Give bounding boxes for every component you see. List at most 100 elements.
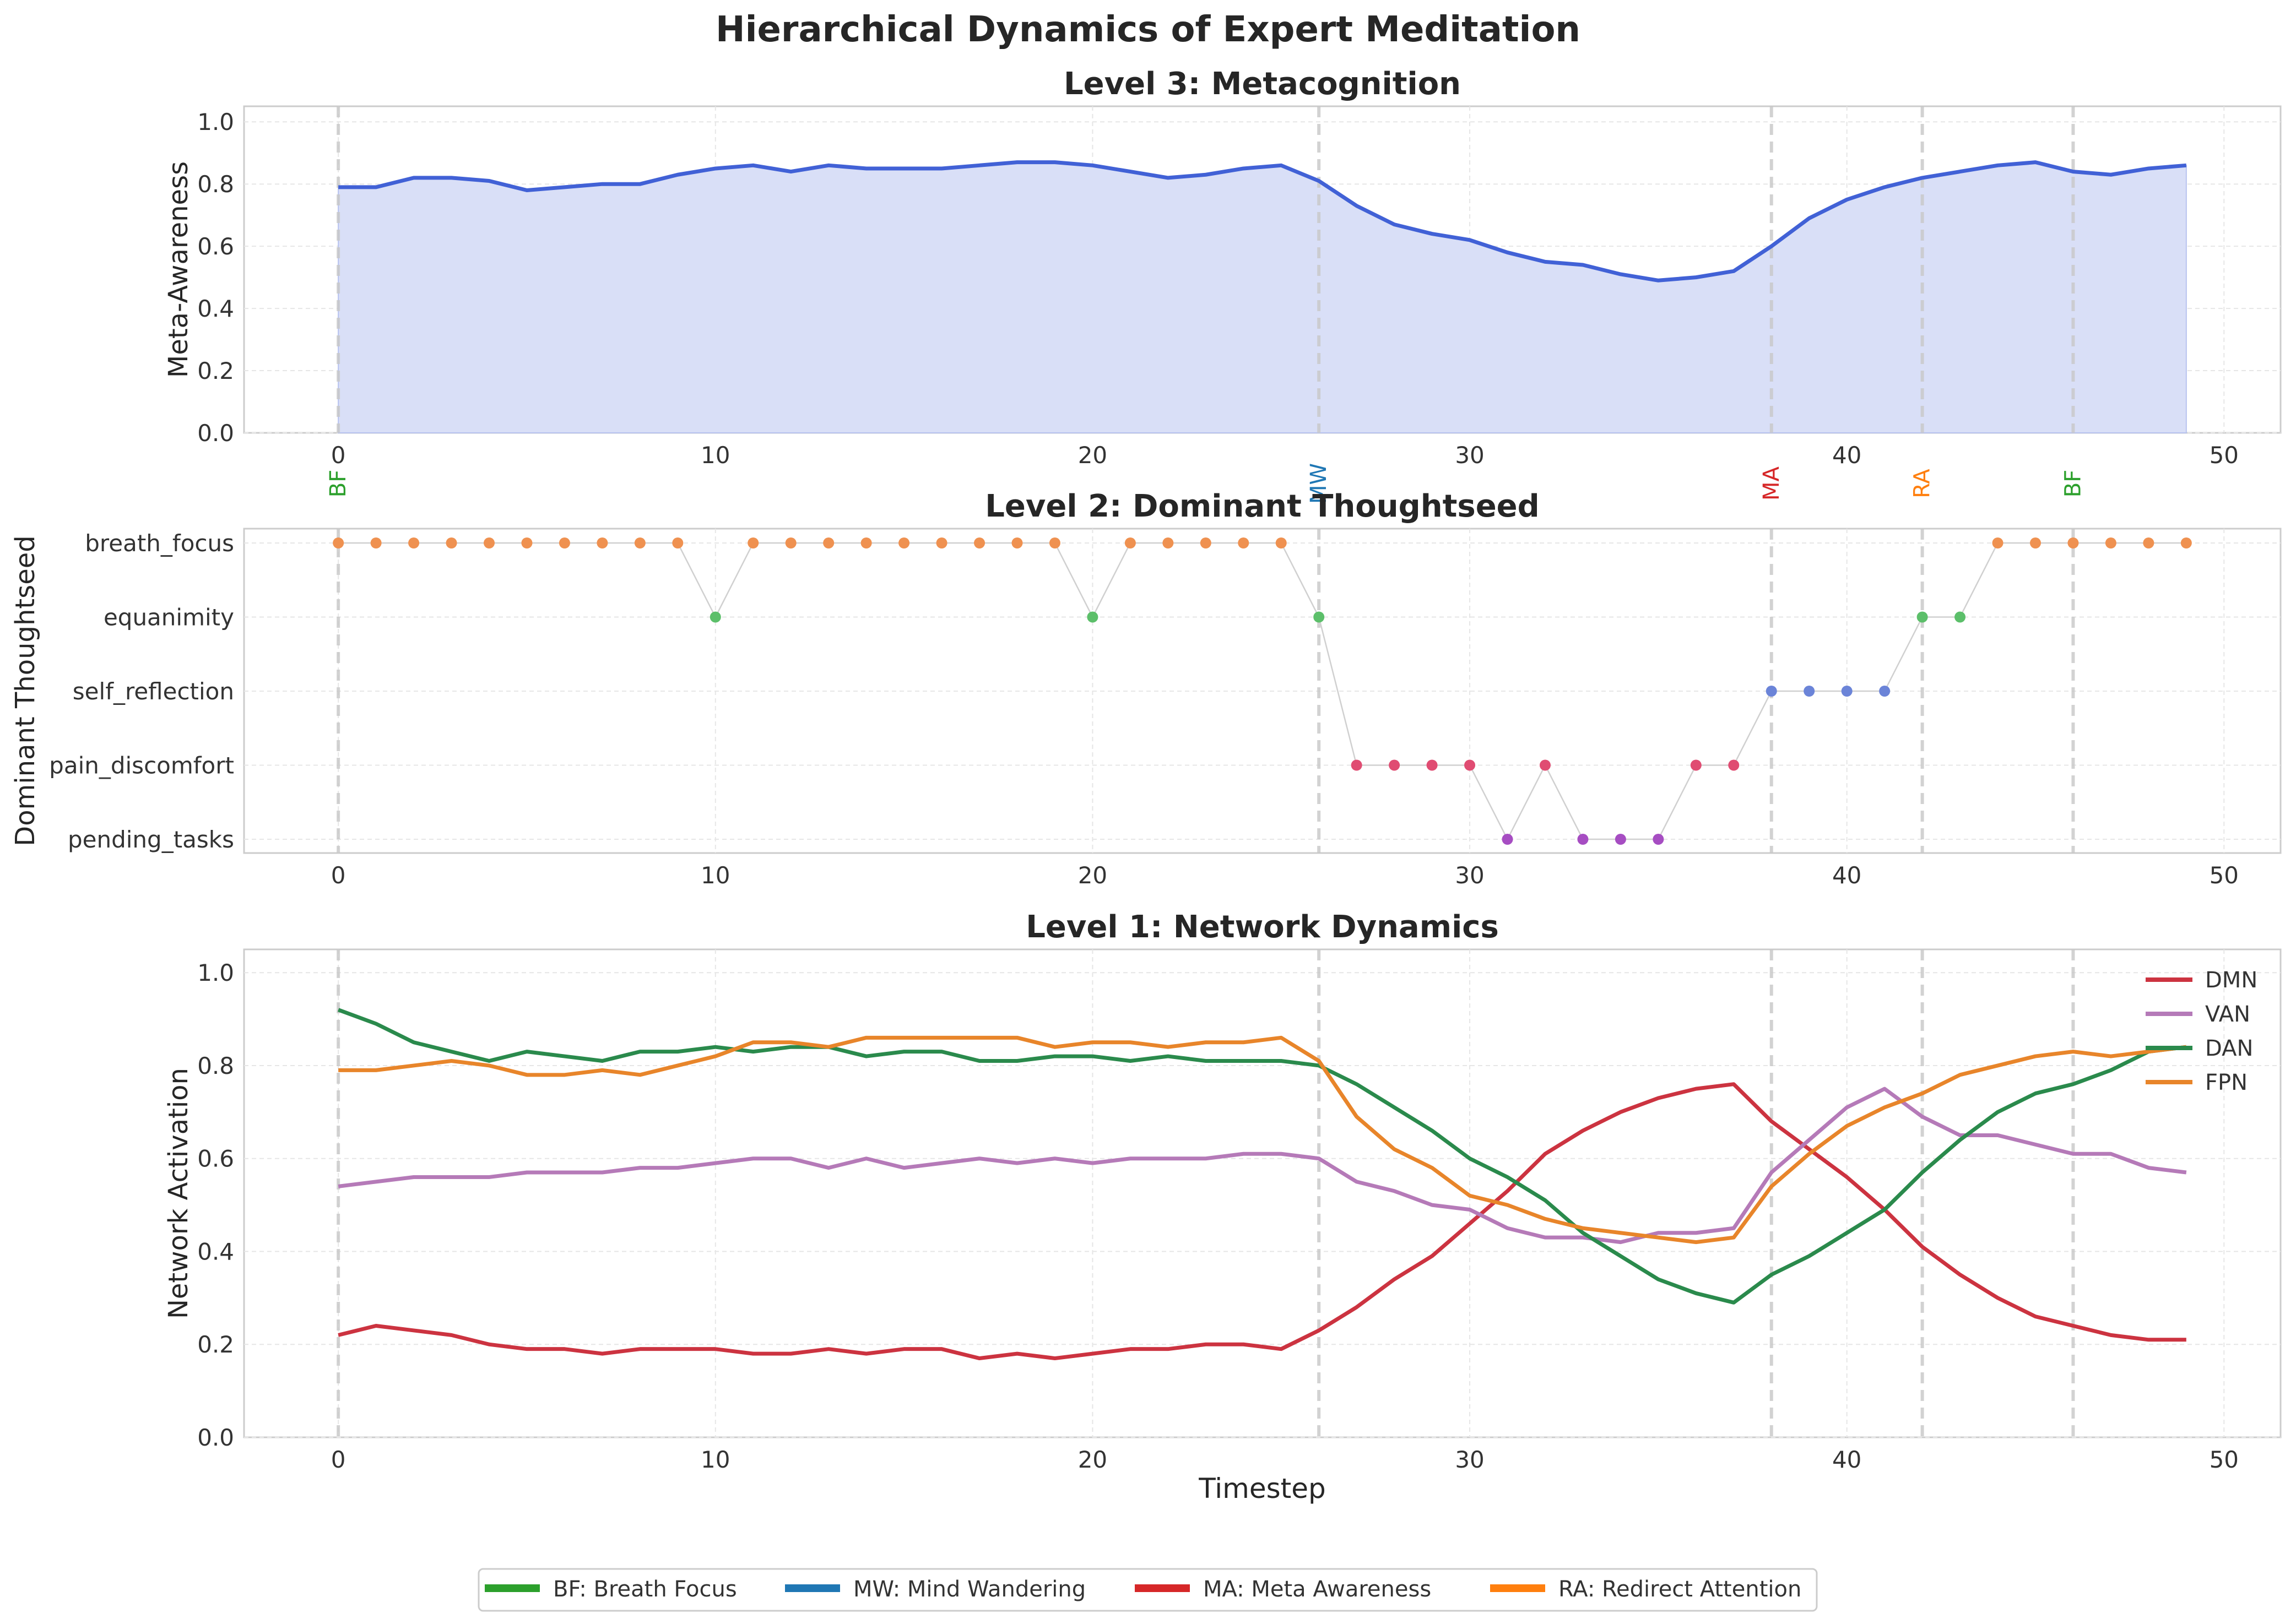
thoughtseed-point-pain-discomfort [1464,759,1476,771]
y-tick-label: equanimity [104,604,234,631]
y-axis-label: Network Activation [163,1068,194,1319]
thoughtseed-point-breath-focus [2180,537,2192,548]
x-tick-label: 30 [1455,1446,1484,1473]
thoughtseed-point-breath-focus [898,537,910,548]
x-tick-label: 0 [331,1446,346,1473]
thoughtseed-point-breath-focus [1200,537,1211,548]
y-tick-label: breath_focus [85,530,234,557]
thoughtseed-point-breath-focus [1275,537,1287,548]
thoughtseed-point-pending-tasks [1577,834,1589,845]
x-tick-label: 30 [1455,862,1484,889]
y-tick-label: 0.8 [197,1052,234,1079]
thoughtseed-point-breath-focus [974,537,985,548]
y-axis-label: Meta-Awareness [163,161,194,378]
thoughtseed-point-pain-discomfort [1539,759,1551,771]
x-tick-label: 10 [701,442,730,469]
thoughtseed-point-self-reflection [1766,686,1777,697]
x-tick-label: 20 [1078,1446,1107,1473]
y-tick-label: 1.0 [197,959,234,986]
thoughtseed-point-pending-tasks [1653,834,1664,845]
thoughtseed-point-breath-focus [785,537,797,548]
state-legend-label-ra: RA: Redirect Attention [1558,1577,1801,1602]
y-tick-label: pain_discomfort [49,752,234,779]
thoughtseed-point-breath-focus [1992,537,2003,548]
panel-title: Level 3: Metacognition [1064,66,1461,102]
x-axis-label: Timestep [1198,1473,1326,1504]
panel-title: Level 1: Network Dynamics [1026,909,1499,945]
thoughtseed-point-breath-focus [484,537,495,548]
y-tick-label: 0.0 [197,420,234,447]
thoughtseed-point-equanimity [1954,611,1966,623]
series-line-van [338,1087,2187,1245]
panel-network-dynamics: 0 10 20 30 40 50 0.0 0.2 0.4 0.6 0.8 1.0 Level 1: Ne… [163,909,2282,1504]
series-line-fpn [338,1035,2187,1245]
thoughtseed-point-breath-focus [370,537,382,548]
series-line-dmn [338,1082,2186,1361]
thoughtseed-point-breath-focus [1049,537,1060,548]
thoughtseed-point-equanimity [1916,611,1928,623]
x-tick-label: 20 [1078,862,1107,889]
x-tick-label: 40 [1832,862,1861,889]
thoughtseed-point-breath-focus [1238,537,1249,548]
y-tick-label: 1.0 [197,108,234,135]
thoughtseed-point-breath-focus [333,537,344,548]
thoughtseed-point-self-reflection [1841,686,1853,697]
figure-title: Hierarchical Dynamics of Expert Meditati… [716,9,1580,50]
thoughtseed-point-breath-focus [748,537,759,548]
meta-awareness-line [338,160,2187,283]
thoughtseed-point-pain-discomfort [1728,759,1740,771]
state-legend-label-ma: MA: Meta Awareness [1203,1577,1431,1602]
thoughtseed-point-breath-focus [634,537,646,548]
thoughtseed-point-breath-focus [1124,537,1136,548]
thoughtseed-point-self-reflection [1879,686,1891,697]
x-tick-label: 10 [701,862,730,889]
thoughtseed-point-pain-discomfort [1351,759,1362,771]
series-line-dan [337,1008,2187,1305]
transition-label-ra: RA [1910,469,1935,498]
thoughtseed-point-equanimity [1087,611,1098,623]
x-tick-label: 30 [1455,442,1484,469]
x-tick-label: 50 [2210,1446,2239,1473]
y-tick-label: 0.0 [197,1424,234,1451]
thoughtseed-point-pain-discomfort [1389,759,1400,771]
transition-label-mw: MW [1306,463,1331,504]
state-legend-label-bf: BF: Breath Focus [553,1577,737,1602]
thoughtseed-point-pending-tasks [1615,834,1626,845]
y-tick-label: self_reflection [73,678,234,705]
panel-dominant-thoughtseed: 0 10 20 30 40 50 breath_focus equanimity self_re… [10,488,2282,889]
legend-label-dmn: DMN [2205,968,2257,993]
x-tick-label: 0 [331,442,346,469]
thoughtseed-point-breath-focus [2143,537,2154,548]
x-tick-label: 50 [2210,442,2239,469]
y-tick-label: 0.4 [197,295,234,322]
thoughtseed-point-breath-focus [446,537,457,548]
y-axis-label: Dominant Thoughtseed [10,535,41,846]
x-tick-label: 20 [1078,442,1107,469]
thoughtseed-point-breath-focus [936,537,947,548]
thoughtseed-point-breath-focus [597,537,608,548]
legend-label-fpn: FPN [2205,1070,2248,1095]
thoughtseed-point-breath-focus [1162,537,1174,548]
thoughtseed-point-breath-focus [860,537,872,548]
x-tick-label: 10 [701,1446,730,1473]
x-tick-label: 50 [2210,862,2239,889]
thoughtseed-point-equanimity [1313,611,1325,623]
x-tick-label: 0 [331,862,346,889]
thoughtseed-point-self-reflection [1804,686,1815,697]
thoughtseed-point-pain-discomfort [1426,759,1438,771]
network-legend: DMN VAN DAN FPN [2146,968,2257,1095]
thoughtseed-point-breath-focus [559,537,570,548]
thoughtseed-point-pain-discomfort [1690,759,1702,771]
y-tick-label: 0.8 [197,171,234,198]
thoughtseed-point-breath-focus [1011,537,1023,548]
transition-label-bf: BF [2060,470,2086,497]
transition-label-ma: MA [1759,466,1784,501]
state-legend: BF: Breath Focus MW: Mind Wandering MA: Me… [478,1568,1818,1612]
thoughtseed-point-breath-focus [672,537,684,548]
thoughtseed-point-breath-focus [823,537,835,548]
thoughtseed-point-breath-focus [2067,537,2079,548]
panel-title: Level 2: Dominant Thoughtseed [985,488,1540,524]
x-tick-label: 40 [1832,442,1861,469]
thoughtseed-point-pending-tasks [1502,834,1513,845]
